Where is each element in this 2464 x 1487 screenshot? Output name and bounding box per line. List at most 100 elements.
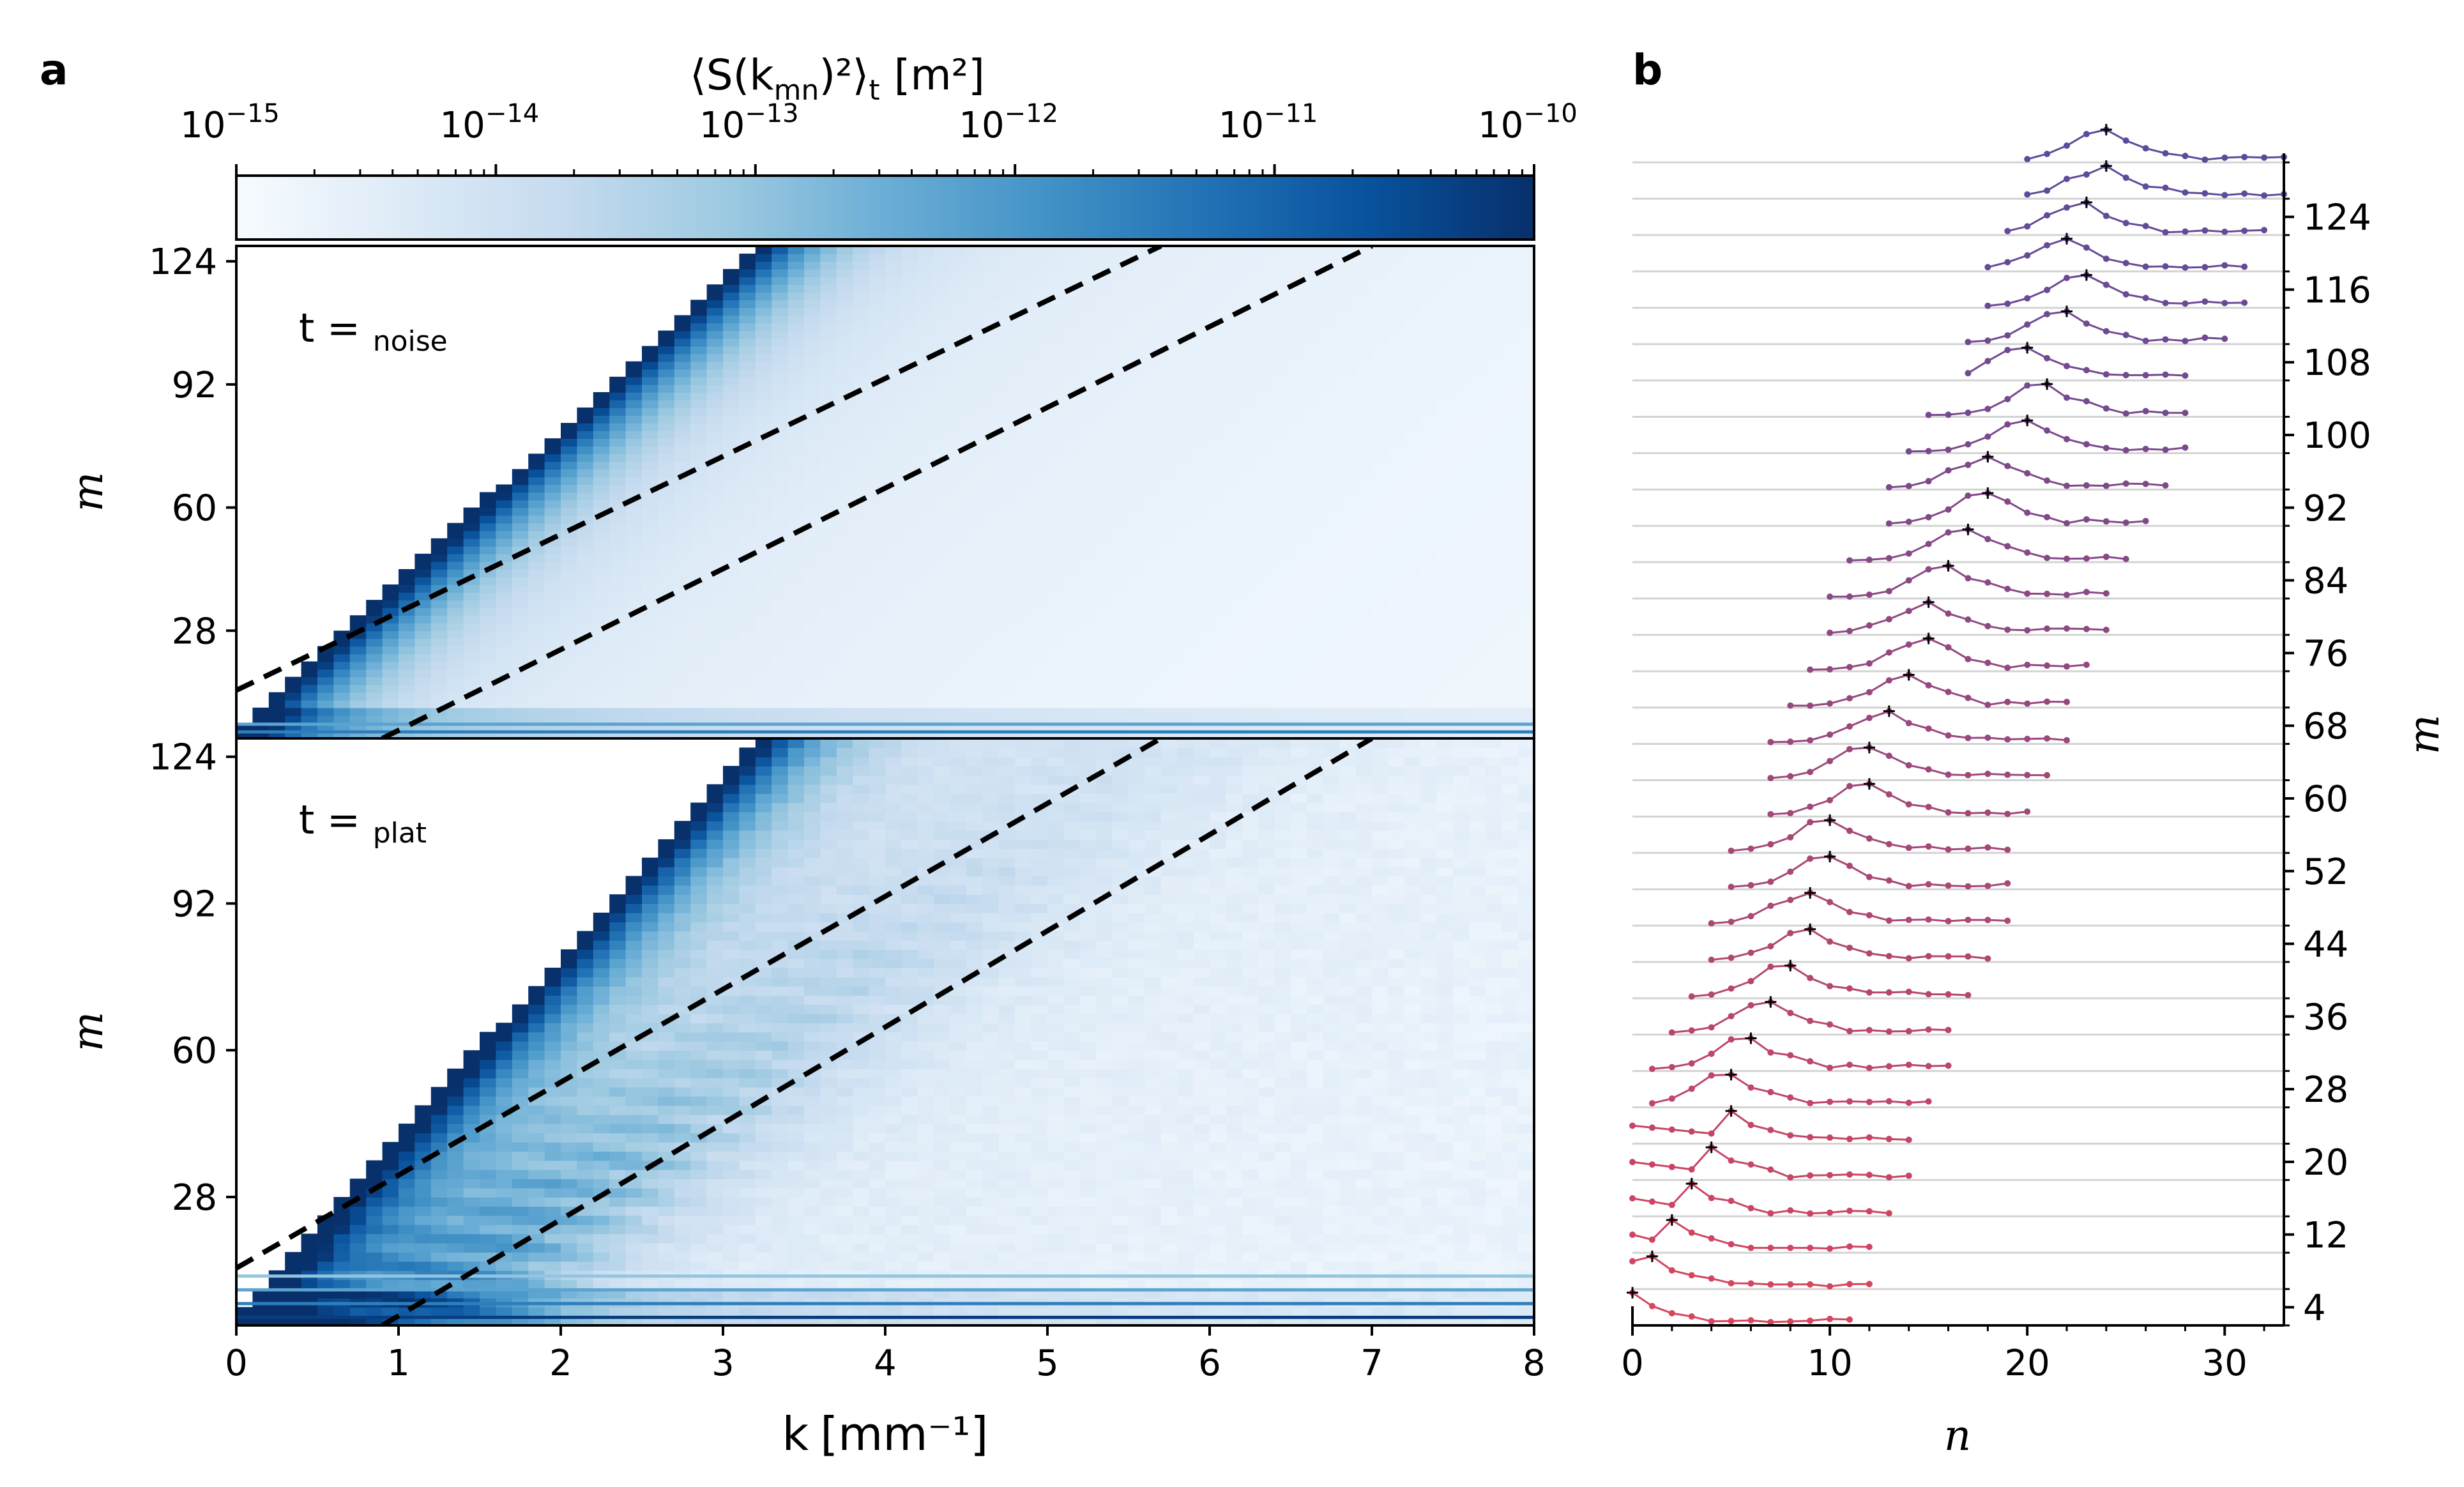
heatmap-cell <box>1112 246 1129 254</box>
heatmap-cell <box>1420 1252 1438 1262</box>
heatmap-cell <box>1436 254 1454 262</box>
heatmap-cell <box>1420 484 1438 493</box>
heatmap-cell <box>950 284 967 293</box>
heatmap-cell <box>836 661 853 670</box>
heatmap-cell <box>1258 361 1275 370</box>
heatmap-cell <box>333 630 351 639</box>
heatmap-cell <box>593 477 610 485</box>
heatmap-cell <box>901 338 918 347</box>
heatmap-cell <box>1258 469 1275 478</box>
heatmap-cell <box>739 692 756 701</box>
heatmap-cell <box>1502 384 1519 393</box>
heatmap-cell <box>836 484 853 493</box>
heatmap-cell <box>836 692 853 701</box>
heatmap-cell <box>1372 568 1389 577</box>
heatmap-cell <box>1242 507 1259 516</box>
heatmap-cell <box>625 676 643 685</box>
heatmap-cell <box>820 438 837 447</box>
colorbar-tick-label: 10−15 <box>180 99 280 146</box>
heatmap-cell <box>1063 454 1081 462</box>
heatmap-cell <box>1210 646 1227 655</box>
heatmap-cell <box>1274 568 1291 577</box>
heatmap-cell <box>706 545 724 554</box>
heatmap-cell <box>1226 446 1243 455</box>
heatmap-cell <box>1274 507 1291 516</box>
heatmap-cell <box>1258 545 1275 554</box>
heatmap-cell <box>1193 423 1210 431</box>
heatmap-cell <box>1372 261 1389 270</box>
heatmap-cell <box>820 545 837 554</box>
heatmap-cell <box>869 307 886 316</box>
heatmap-cell <box>706 338 724 347</box>
heatmap-cell <box>917 438 934 447</box>
heatmap-cell <box>755 1242 772 1253</box>
heatmap-cell <box>787 545 805 554</box>
heatmap-cell <box>1210 423 1227 431</box>
heatmap-cell <box>593 676 610 685</box>
heatmap-cell <box>1145 307 1162 316</box>
heatmap-cell <box>1469 346 1486 355</box>
heatmap-cell <box>1063 692 1081 701</box>
heatmap-cell <box>625 477 643 485</box>
heatmap-cell <box>1291 676 1308 685</box>
heatmap-cell <box>625 1224 643 1235</box>
heatmap-cell <box>869 515 886 524</box>
heatmap-cell <box>690 584 708 593</box>
heatmap-cell <box>869 1279 886 1290</box>
heatmap-cell <box>1096 623 1113 632</box>
heatmap-cell <box>463 623 480 632</box>
heatmap-cell <box>1129 507 1146 516</box>
heatmap-cell <box>706 538 724 547</box>
heatmap-cell <box>544 638 561 647</box>
heatmap-cell <box>950 538 967 547</box>
heatmap-cell <box>593 545 610 554</box>
heatmap-cell <box>1160 1252 1178 1262</box>
heatmap-cell <box>1015 300 1032 309</box>
heatmap-cell <box>1420 592 1438 600</box>
heatmap-cell <box>1469 661 1486 670</box>
heatmap-cell <box>1469 507 1486 516</box>
heatmap-cell <box>885 392 902 400</box>
heatmap-cell <box>690 1233 708 1244</box>
heatmap-cell <box>1404 323 1421 332</box>
heatmap-cell <box>447 1261 464 1271</box>
heatmap-cell <box>399 676 416 685</box>
heatmap-cell <box>366 715 383 724</box>
heatmap-cell <box>399 684 416 693</box>
heatmap-cell <box>1453 415 1470 423</box>
heatmap-cell <box>561 623 578 632</box>
heatmap-cell <box>804 330 821 339</box>
heatmap-cell <box>966 699 984 708</box>
heatmap-cell <box>1047 692 1065 701</box>
heatmap-cell <box>739 653 756 662</box>
heatmap-cell <box>1388 1261 1405 1271</box>
heatmap-cell <box>1015 315 1032 324</box>
heatmap-cell <box>1015 246 1032 254</box>
heatmap-cell <box>1112 484 1129 493</box>
heatmap-cell <box>1339 692 1357 701</box>
heatmap-cell <box>706 623 724 632</box>
heatmap-cell <box>1160 461 1178 470</box>
heatmap-cell <box>1015 477 1032 485</box>
heatmap-cell <box>1079 669 1097 678</box>
heatmap-cell <box>1517 600 1534 609</box>
heatmap-cell <box>804 1307 821 1317</box>
heatmap-cell <box>1323 584 1340 593</box>
heatmap-cell <box>998 561 1015 570</box>
heatmap-cell <box>1323 415 1340 423</box>
heatmap-cell <box>1420 653 1438 662</box>
heatmap-cell <box>804 646 821 655</box>
heatmap-cell <box>950 1261 967 1271</box>
heatmap-cell <box>1129 646 1146 655</box>
heatmap-cell <box>1112 353 1129 362</box>
heatmap-cell <box>901 315 918 324</box>
heatmap-cell <box>1274 323 1291 332</box>
heatmap-cell <box>739 346 756 355</box>
heatmap-cell <box>1015 431 1032 439</box>
heatmap-cell <box>869 499 886 508</box>
heatmap-cell <box>950 292 967 301</box>
heatmap-cell <box>998 407 1015 416</box>
heatmap-cell <box>561 1307 578 1317</box>
heatmap-cell <box>1193 399 1210 408</box>
heatmap-cell <box>853 353 870 362</box>
